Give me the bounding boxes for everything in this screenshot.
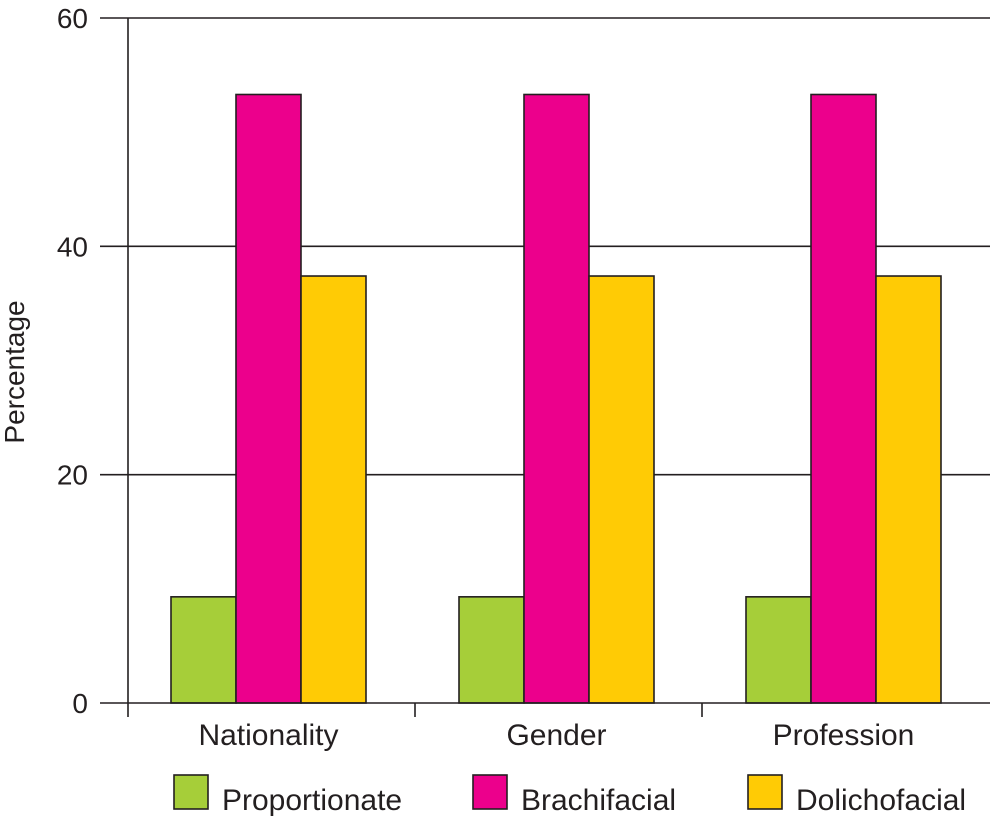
bar-dolichofacial-nationality <box>300 275 367 704</box>
x-tick-label: Profession <box>773 719 915 752</box>
x-tick-label: Nationality <box>198 719 338 752</box>
legend-swatch-proportionate <box>173 774 209 810</box>
bar-dolichofacial-profession <box>875 275 942 704</box>
bar-brachifacial-nationality <box>235 93 302 704</box>
y-tick-label: 0 <box>72 688 88 719</box>
axes <box>100 18 990 717</box>
y-tick-label: 60 <box>57 3 88 34</box>
y-axis-title: Percentage <box>0 300 30 443</box>
y-tick-label: 40 <box>57 231 88 262</box>
legend-swatch-dolichofacial <box>747 774 783 810</box>
legend: Proportionate Brachifacial Dolichofacial <box>173 774 966 817</box>
bar-proportionate-profession <box>745 596 812 704</box>
bar-dolichofacial-gender <box>588 275 655 704</box>
bar-proportionate-nationality <box>170 596 237 704</box>
x-tick-label: Gender <box>506 719 606 752</box>
legend-label-brachifacial: Brachifacial <box>521 784 676 817</box>
legend-label-proportionate: Proportionate <box>222 784 402 817</box>
legend-swatch-brachifacial <box>472 774 508 810</box>
bar-brachifacial-profession <box>810 93 877 704</box>
axis-labels: Percentage 0 20 40 60 Nationality Gender Profe… <box>0 3 914 752</box>
legend-label-dolichofacial: Dolichofacial <box>796 784 966 817</box>
bar-proportionate-gender <box>458 596 525 704</box>
bar-brachifacial-gender <box>523 93 590 704</box>
bars <box>170 93 942 704</box>
y-tick-label: 20 <box>57 460 88 491</box>
